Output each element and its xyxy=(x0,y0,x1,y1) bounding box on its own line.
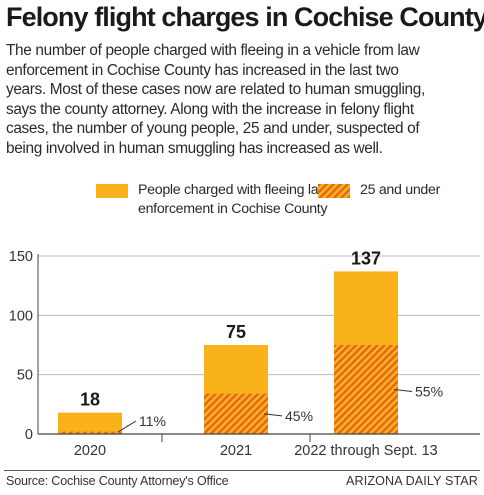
source-note: Source: Cochise County Attorney's Office xyxy=(6,474,229,488)
legend-label-line: enforcement in Cochise County xyxy=(138,201,328,217)
percent-leader-line xyxy=(117,420,137,433)
bar-value-label: 75 xyxy=(226,322,246,342)
description-line: cases, the number of young people, 25 an… xyxy=(6,120,420,138)
bar-chart: 0 50 100 150 18 11% 2020 75 45% 2021 137 55% 2022 th… xyxy=(9,248,480,459)
description-line: says the county attorney. Along with the… xyxy=(6,100,414,118)
description-line: years. Most of these cases now are relat… xyxy=(6,81,425,99)
y-tick-label: 100 xyxy=(9,308,33,324)
bar-value-label: 18 xyxy=(80,390,100,410)
bar-25-and-under xyxy=(58,431,122,434)
chart-description: The number of people charged with fleein… xyxy=(6,41,482,159)
footer-divider xyxy=(4,470,480,471)
y-tick-label: 150 xyxy=(9,249,33,265)
bar-25-and-under xyxy=(334,345,398,434)
percent-label: 55% xyxy=(415,384,443,400)
description-line: enforcement in Cochise County has increa… xyxy=(6,61,399,79)
x-category-label: 2022 through Sept. 13 xyxy=(294,443,438,459)
x-category-label: 2020 xyxy=(74,443,106,459)
legend-label-line: People charged with fleeing law xyxy=(138,182,329,198)
bar-25-and-under xyxy=(204,393,268,434)
percent-leader-line xyxy=(393,389,413,392)
y-tick-label: 50 xyxy=(17,368,33,384)
bar-total xyxy=(58,412,122,434)
percent-label: 11% xyxy=(139,413,166,429)
bar-value-label: 137 xyxy=(351,248,381,268)
legend-swatch-total xyxy=(96,184,128,198)
legend-label-young: 25 and under xyxy=(360,182,441,198)
credit-line: ARIZONA DAILY STAR xyxy=(346,474,478,488)
description-line: being involved in human smuggling has in… xyxy=(6,139,383,157)
description-line: The number of people charged with fleein… xyxy=(6,42,420,59)
page-title: Felony flight charges in Cochise County xyxy=(6,2,484,32)
percent-label: 45% xyxy=(285,408,313,424)
y-tick-label: 0 xyxy=(25,427,33,443)
legend-label-total: People charged with fleeing law enforcem… xyxy=(138,181,329,219)
x-category-label: 2021 xyxy=(220,443,252,459)
legend-swatch-young xyxy=(318,184,350,198)
percent-leader-line xyxy=(263,413,283,417)
